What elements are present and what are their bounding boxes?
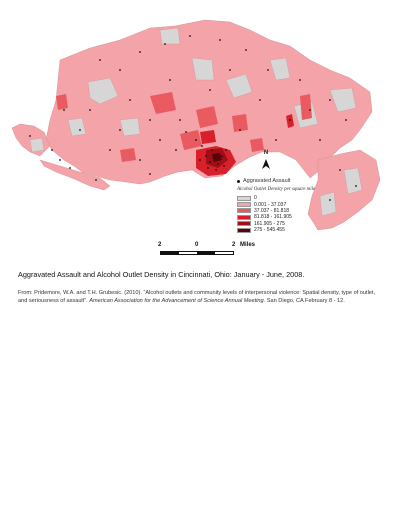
legend-marker-label: Aggravated Assault	[243, 178, 291, 184]
legend-swatch	[237, 195, 251, 201]
legend-title: Alcohol Outlet Density per square mile	[237, 187, 316, 192]
legend-swatch	[237, 202, 251, 208]
assault-dot-icon	[237, 179, 240, 183]
scale-right-label: 2	[232, 242, 236, 248]
legend-label: 161.905 - 275	[254, 220, 285, 227]
legend-item: 81.818 - 161.905	[237, 214, 327, 220]
highest-density-areas	[212, 153, 222, 162]
legend-swatch	[237, 208, 251, 214]
north-arrow-icon	[262, 159, 270, 169]
scale-mid-label: 0	[195, 242, 199, 248]
scale-unit-label: Miles	[240, 242, 256, 248]
legend-label: 0	[254, 195, 257, 202]
legend-label: 275 - 545.455	[254, 227, 285, 234]
north-arrow: N	[260, 150, 272, 174]
source-citation: From: Pridemore, W.A. and T.H. Grubesic.…	[18, 289, 380, 305]
legend-items: 0 0.001 - 37.037 37.037 - 81.818 81.818 - 1…	[237, 195, 327, 233]
map-caption: Aggravated Assault and Alcohol Outlet De…	[18, 270, 305, 279]
legend-item: 161.905 - 275	[237, 221, 327, 227]
legend-item: 0.001 - 37.037	[237, 201, 327, 208]
legend-assault-marker: Aggravated Assault	[237, 178, 327, 184]
choropleth-map	[11, 19, 381, 231]
legend-swatch	[237, 214, 251, 220]
scale-bar: 2 0 2 Miles	[154, 242, 258, 262]
source-location: San Diego, CA February 8 - 12.	[266, 298, 345, 304]
legend-item: 37.037 - 81.818	[237, 208, 327, 214]
legend-label: 81.818 - 161.905	[254, 214, 292, 221]
zero-density-areas	[29, 27, 363, 217]
north-letter: N	[263, 150, 269, 156]
scale-left-label: 2	[158, 242, 162, 248]
source-conference: American Association for the Advancement…	[89, 298, 266, 304]
medium-density-areas	[56, 92, 312, 162]
source-text: From: Pridemore, W.A. and T.H. Grubesic.…	[18, 290, 376, 304]
legend-label: 0.001 - 37.037	[254, 201, 287, 208]
legend-swatch	[237, 221, 251, 227]
legend-swatch	[237, 227, 251, 233]
map-legend: Aggravated Assault Alcohol Outlet Densit…	[237, 178, 327, 233]
legend-item: 275 - 545.455	[237, 227, 327, 233]
legend-label: 37.037 - 81.818	[254, 207, 290, 214]
legend-item: 0	[237, 195, 327, 201]
assault-points	[29, 35, 357, 201]
scale-bar-graphic	[160, 251, 234, 255]
